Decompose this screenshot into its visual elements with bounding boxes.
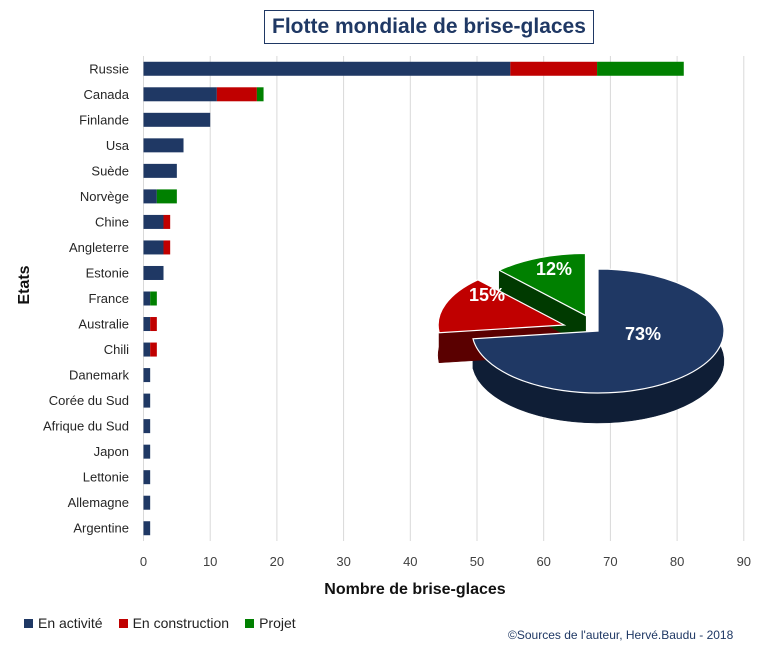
x-tick-label: 0 — [140, 554, 147, 569]
bar-segment-active — [143, 112, 211, 127]
bar-segment-active — [143, 240, 164, 255]
category-label: Canada — [83, 87, 129, 102]
category-label: Finlande — [79, 112, 129, 127]
category-label: Usa — [106, 138, 130, 153]
bar-segment-active — [143, 495, 151, 510]
legend-item-construction: En construction — [118, 615, 230, 631]
bar-segment-active — [143, 444, 151, 459]
bar-segment-active — [143, 317, 151, 332]
bar-segment-active — [143, 342, 151, 357]
pie-data-label: 15% — [469, 285, 505, 305]
category-label: Argentine — [73, 521, 129, 536]
bar-segment-project — [156, 189, 177, 204]
category-label: Lettonie — [83, 470, 129, 485]
legend-item-project: Projet — [245, 615, 296, 631]
y-axis-label: Etats — [16, 265, 33, 304]
x-tick-label: 20 — [270, 554, 284, 569]
bar-segment-active — [143, 470, 151, 485]
category-label: Chili — [104, 342, 129, 357]
legend-swatch-active — [24, 618, 33, 628]
x-tick-label: 90 — [737, 554, 751, 569]
legend-label-active: En activité — [38, 615, 103, 631]
bar-segment-active — [143, 138, 184, 153]
pie-slice-active — [472, 268, 725, 394]
bar-segment-active — [143, 521, 151, 536]
bar-segment-active — [143, 189, 157, 204]
x-tick-label: 10 — [203, 554, 217, 569]
category-label: Angleterre — [69, 240, 129, 255]
x-tick-label: 80 — [670, 554, 684, 569]
x-tick-label: 50 — [470, 554, 484, 569]
bar-segment-construction — [150, 317, 157, 332]
category-label: Suède — [91, 163, 129, 178]
x-tick-label: 60 — [536, 554, 550, 569]
legend-swatch-project — [245, 618, 255, 628]
bar-segment-construction — [510, 61, 598, 76]
pie-data-label: 73% — [625, 324, 661, 344]
source-credit: ©Sources de l'auteur, Hervé.Baudu - 2018 — [508, 628, 734, 642]
bar-segment-active — [143, 368, 151, 383]
bar-segment-active — [143, 61, 511, 76]
bar-segment-construction — [216, 87, 257, 102]
pie-chart: 73% 15% 12% — [437, 252, 725, 424]
bar-segment-project — [150, 291, 157, 306]
bar-segment-project — [597, 61, 684, 76]
legend: En activité En construction Projet — [24, 615, 296, 631]
bar-segment-project — [256, 87, 264, 102]
bar-segment-active — [143, 393, 151, 408]
category-label: Australie — [78, 317, 129, 332]
category-label: Danemark — [69, 368, 129, 383]
pie-data-label: 12% — [536, 259, 572, 279]
x-axis-label: Nombre de brise-glaces — [324, 581, 506, 598]
category-label: Corée du Sud — [49, 393, 129, 408]
bar-segment-active — [143, 214, 164, 229]
category-label: France — [89, 291, 129, 306]
category-label: Russie — [89, 61, 129, 76]
pie-slice-construction — [437, 279, 567, 334]
bars — [143, 61, 684, 536]
category-labels: Russie Canada Finlande Usa Suède Norvège Chine… — [43, 61, 130, 535]
category-label: Chine — [95, 214, 129, 229]
bar-segment-construction — [163, 214, 171, 229]
category-label: Estonie — [86, 265, 129, 280]
legend-label-construction: En construction — [132, 615, 230, 631]
category-label: Japon — [94, 444, 129, 459]
legend-item-active: En activité — [24, 615, 103, 631]
legend-swatch-construction — [118, 618, 128, 628]
x-tick-label: 40 — [403, 554, 417, 569]
category-label: Norvège — [80, 189, 129, 204]
bar-segment-construction — [163, 240, 171, 255]
bar-segment-construction — [150, 342, 157, 357]
x-tick-label: 70 — [603, 554, 617, 569]
pie-slice-project — [497, 252, 587, 317]
legend-label-project: Projet — [259, 615, 296, 631]
category-label: Afrique du Sud — [43, 419, 129, 434]
x-tick-label: 30 — [336, 554, 350, 569]
chart-title: Flotte mondiale de brise-glaces — [264, 10, 594, 44]
bar-segment-active — [143, 163, 177, 178]
x-tick-labels: 0 10 20 30 40 50 60 70 80 90 — [140, 554, 751, 569]
category-label: Allemagne — [68, 495, 129, 510]
bar-segment-active — [143, 87, 217, 102]
bar-segment-active — [143, 265, 164, 280]
bar-segment-active — [143, 419, 151, 434]
bar-segment-active — [143, 291, 151, 306]
